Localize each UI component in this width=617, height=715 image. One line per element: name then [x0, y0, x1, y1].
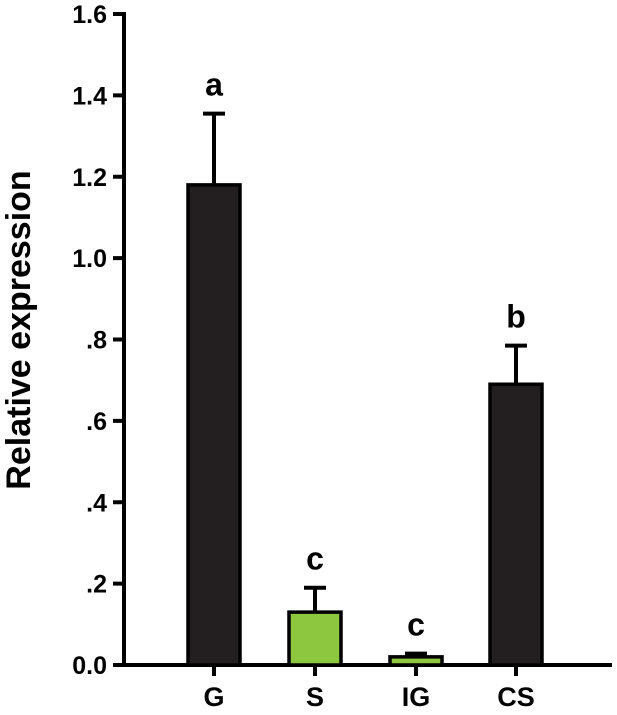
y-tick-label: 1.2 — [72, 164, 107, 192]
y-tick-label: 1.6 — [72, 1, 107, 29]
y-tick-label: .8 — [86, 327, 107, 355]
y-tick-label: .2 — [86, 571, 107, 599]
x-tick-label: IG — [402, 682, 431, 712]
y-tick-label: 1.0 — [72, 245, 107, 273]
significance-label: a — [205, 67, 223, 103]
bars: a c c b — [186, 67, 544, 667]
x-tick-label: S — [306, 682, 324, 712]
bar-s — [287, 610, 343, 667]
bar-cs — [488, 382, 544, 667]
bar-g — [186, 183, 242, 667]
y-tick-label: .6 — [86, 408, 107, 436]
y-tick-label: 0.0 — [72, 652, 107, 680]
x-axis: G S IG CS — [122, 663, 612, 712]
y-tick-label: .4 — [86, 489, 107, 517]
significance-label: c — [306, 541, 324, 577]
y-axis-title: Relative expression — [0, 170, 38, 489]
significance-label: b — [506, 299, 526, 335]
y-tick-label: 1.4 — [72, 82, 107, 110]
x-tick-label: CS — [497, 682, 535, 712]
x-tick-label: G — [203, 682, 224, 712]
bar-ig — [388, 655, 444, 667]
y-axis: 0.0 .2 .4 .6 .8 1.0 1.2 1.4 1.6 — [72, 1, 126, 680]
significance-label: c — [407, 607, 425, 643]
